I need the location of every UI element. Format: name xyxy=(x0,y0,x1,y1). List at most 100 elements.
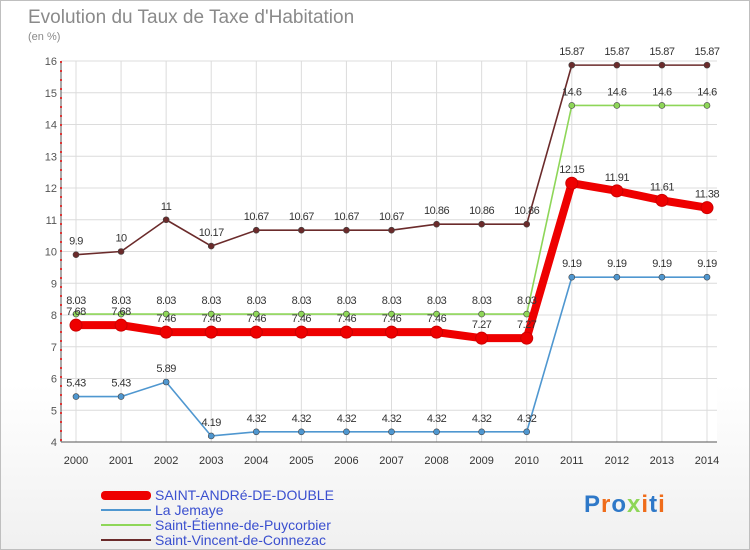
series-point-3 xyxy=(343,226,350,234)
x-tick-label: 2004 xyxy=(244,455,268,467)
data-label-0: 7.68 xyxy=(111,306,131,318)
series-point-0 xyxy=(385,325,398,339)
y-tick-label: 12 xyxy=(45,183,57,195)
series-point-0 xyxy=(69,318,83,332)
series-point-0 xyxy=(114,318,128,332)
series-point-2 xyxy=(703,102,711,109)
series-point-3 xyxy=(72,251,80,258)
x-tick-label: 2009 xyxy=(469,455,493,467)
series-point-3 xyxy=(478,220,485,228)
series-point-1 xyxy=(478,428,485,436)
legend-row-0: SAINT-ANDRé-DE-DOUBLE xyxy=(101,487,750,503)
data-label-0: 7.46 xyxy=(337,313,357,325)
chart-title: Evolution du Taux de Taxe d'Habitation xyxy=(28,7,355,28)
legend-swatch-3 xyxy=(101,539,151,541)
data-label-2: 8.03 xyxy=(202,295,222,307)
data-label-2: 8.03 xyxy=(472,295,492,307)
series-point-1 xyxy=(613,273,621,281)
data-label-2: 14.6 xyxy=(697,86,717,98)
series-point-1 xyxy=(207,432,215,440)
data-label-1: 9.19 xyxy=(562,258,582,270)
x-tick-label: 2006 xyxy=(334,455,358,467)
series-point-3 xyxy=(523,220,531,228)
series-point-1 xyxy=(523,428,531,436)
x-tick-label: 2002 xyxy=(154,455,178,467)
legend-row-1: La Jemaye xyxy=(101,502,750,518)
series-point-3 xyxy=(117,248,125,255)
series-point-1 xyxy=(298,428,305,436)
series-point-2 xyxy=(298,310,305,318)
data-label-3: 15.87 xyxy=(604,46,629,58)
legend-label-1: La Jemaye xyxy=(155,502,224,518)
series-point-0 xyxy=(565,176,579,190)
x-tick-label: 2013 xyxy=(650,455,674,467)
data-label-2: 14.6 xyxy=(652,86,672,98)
data-label-2: 8.03 xyxy=(517,295,537,307)
x-tick-label: 2012 xyxy=(605,455,629,467)
series-point-3 xyxy=(613,61,621,69)
data-label-1: 5.89 xyxy=(156,363,176,375)
y-tick-label: 11 xyxy=(46,215,57,227)
data-label-3: 15.87 xyxy=(649,46,674,58)
series-point-1 xyxy=(117,393,125,400)
legend-swatch-2 xyxy=(101,524,151,526)
data-label-3: 10.67 xyxy=(289,211,314,223)
y-tick-label: 16 xyxy=(45,56,57,68)
legend-label-0: SAINT-ANDRé-DE-DOUBLE xyxy=(155,487,334,503)
series-point-2 xyxy=(478,310,485,318)
data-label-3: 10 xyxy=(115,233,127,245)
data-label-0: 12.15 xyxy=(559,164,584,176)
legend-swatch-0 xyxy=(101,491,151,500)
data-label-0: 7.46 xyxy=(427,313,447,325)
y-tick-label: 10 xyxy=(45,247,57,259)
logo-letter: i xyxy=(658,491,666,518)
y-tick-label: 4 xyxy=(51,437,57,449)
y-tick-label: 15 xyxy=(45,88,57,100)
data-label-1: 5.43 xyxy=(66,378,86,390)
data-label-0: 7.27 xyxy=(472,319,492,331)
data-label-3: 10.86 xyxy=(424,205,449,217)
data-label-0: 11.61 xyxy=(650,181,675,193)
series-point-0 xyxy=(520,331,534,345)
series-point-1 xyxy=(388,428,395,436)
series-point-0 xyxy=(610,184,624,198)
data-label-0: 7.46 xyxy=(247,313,267,325)
legend-row-2: Saint-Étienne-de-Puycorbier xyxy=(101,517,750,533)
x-tick-label: 2000 xyxy=(64,455,88,467)
data-label-3: 10.86 xyxy=(469,205,494,217)
legend-label-3: Saint-Vincent-de-Connezac xyxy=(155,532,326,548)
series-point-3 xyxy=(703,61,711,69)
series-point-2 xyxy=(523,310,531,318)
data-label-1: 4.32 xyxy=(292,413,312,425)
series-point-0 xyxy=(430,325,444,339)
series-point-2 xyxy=(72,310,80,318)
series-point-1 xyxy=(162,378,170,386)
y-tick-label: 9 xyxy=(51,278,57,290)
x-tick-label: 2005 xyxy=(289,455,313,467)
series-point-0 xyxy=(475,331,489,345)
series-point-2 xyxy=(613,102,621,109)
data-label-3: 15.87 xyxy=(559,46,584,58)
data-label-3: 10.67 xyxy=(334,211,359,223)
data-label-2: 8.03 xyxy=(427,295,447,307)
series-point-2 xyxy=(388,310,395,318)
series-point-2 xyxy=(343,310,350,318)
data-label-1: 4.32 xyxy=(472,413,492,425)
data-label-3: 10.67 xyxy=(379,211,404,223)
series-point-3 xyxy=(298,226,305,234)
data-label-2: 8.03 xyxy=(247,295,267,307)
series-point-0 xyxy=(159,325,173,339)
series-point-0 xyxy=(204,325,218,339)
data-label-2: 14.6 xyxy=(607,86,627,98)
legend-label-2: Saint-Étienne-de-Puycorbier xyxy=(155,517,331,533)
logo-letter: r xyxy=(601,491,612,518)
proxiti-logo: Proxiti xyxy=(584,491,666,519)
series-point-1 xyxy=(433,428,440,436)
data-label-3: 10.86 xyxy=(514,205,539,217)
series-point-2 xyxy=(162,310,170,318)
series-point-3 xyxy=(433,220,440,228)
data-label-0: 11.91 xyxy=(605,172,630,184)
data-label-1: 5.43 xyxy=(111,378,131,390)
series-point-2 xyxy=(433,310,440,318)
